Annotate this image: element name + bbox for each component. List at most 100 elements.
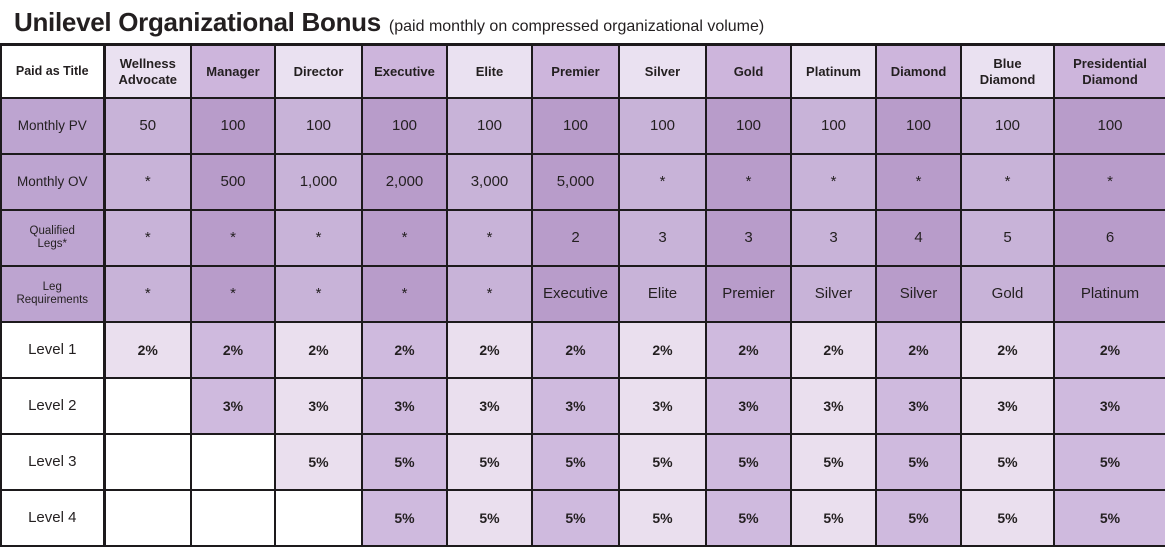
corner-cell-paid-as-title: Paid as Title: [0, 43, 105, 99]
empty-cell: [102, 377, 192, 435]
value-cell: Silver: [875, 265, 962, 323]
value-cell: 5%: [960, 489, 1055, 547]
value-cell: 100: [705, 97, 792, 155]
value-cell: *: [875, 153, 962, 211]
table-row: Monthly PV 50 100 100 100 100 100 100 100 100 100 1…: [0, 97, 1165, 155]
value-cell: *: [190, 265, 276, 323]
value-cell: 5%: [361, 489, 448, 547]
value-cell: 100: [446, 97, 533, 155]
table-row: Level 2 3% 3% 3% 3% 3% 3% 3% 3% 3% 3% 3%: [0, 377, 1165, 435]
value-cell: 100: [1053, 97, 1165, 155]
value-cell: *: [618, 153, 707, 211]
page-title: Unilevel Organizational Bonus (paid mont…: [0, 0, 1165, 43]
empty-cell: [190, 489, 276, 547]
row-label-level-2: Level 2: [0, 377, 105, 435]
value-cell: Premier: [705, 265, 792, 323]
value-cell: 3%: [446, 377, 533, 435]
value-cell: 5%: [875, 433, 962, 491]
value-cell: 3%: [875, 377, 962, 435]
value-cell: Elite: [618, 265, 707, 323]
value-cell: *: [274, 209, 363, 267]
row-label-monthly-pv: Monthly PV: [0, 97, 105, 155]
column-header-executive: Executive: [361, 43, 448, 99]
value-cell: 5%: [446, 489, 533, 547]
value-cell: *: [102, 153, 192, 211]
empty-cell: [102, 489, 192, 547]
value-cell: 5%: [875, 489, 962, 547]
column-header-manager: Manager: [190, 43, 276, 99]
value-cell: 3: [618, 209, 707, 267]
value-cell: *: [102, 265, 192, 323]
row-label-level-4: Level 4: [0, 489, 105, 547]
value-cell: 2,000: [361, 153, 448, 211]
value-cell: 2: [531, 209, 620, 267]
value-cell: 5: [960, 209, 1055, 267]
value-cell: 100: [274, 97, 363, 155]
column-header-wellness-advocate: Wellness Advocate: [102, 43, 192, 99]
empty-cell: [102, 433, 192, 491]
value-cell: *: [361, 265, 448, 323]
value-cell: 1,000: [274, 153, 363, 211]
title-text: Unilevel Organizational Bonus: [14, 7, 381, 37]
value-cell: 2%: [446, 321, 533, 379]
value-cell: 50: [102, 97, 192, 155]
value-cell: 3%: [790, 377, 877, 435]
value-cell: 5%: [1053, 489, 1165, 547]
table-row: Monthly OV * 500 1,000 2,000 3,000 5,000 * * * * * *: [0, 153, 1165, 211]
value-cell: 5%: [790, 489, 877, 547]
value-cell: 2%: [531, 321, 620, 379]
value-cell: 3,000: [446, 153, 533, 211]
value-cell: 2%: [102, 321, 192, 379]
value-cell: 100: [960, 97, 1055, 155]
column-header-gold: Gold: [705, 43, 792, 99]
value-cell: 5%: [960, 433, 1055, 491]
column-header-premier: Premier: [531, 43, 620, 99]
value-cell: 3%: [1053, 377, 1165, 435]
value-cell: 100: [618, 97, 707, 155]
value-cell: *: [274, 265, 363, 323]
table-row: Leg Requirements * * * * * Executive Elite Premi…: [0, 265, 1165, 323]
value-cell: 5%: [705, 489, 792, 547]
value-cell: 2%: [705, 321, 792, 379]
value-cell: 100: [361, 97, 448, 155]
table-row: Qualified Legs* * * * * * 2 3 3 3 4 5 6: [0, 209, 1165, 267]
value-cell: *: [446, 265, 533, 323]
value-cell: *: [190, 209, 276, 267]
column-header-blue-diamond: Blue Diamond: [960, 43, 1055, 99]
value-cell: 500: [190, 153, 276, 211]
value-cell: 5%: [705, 433, 792, 491]
row-label-level-1: Level 1: [0, 321, 105, 379]
row-label-leg-requirements: Leg Requirements: [0, 265, 105, 323]
table-row: Level 4 5% 5% 5% 5% 5% 5% 5% 5% 5%: [0, 489, 1165, 547]
value-cell: 5%: [361, 433, 448, 491]
value-cell: 4: [875, 209, 962, 267]
value-cell: 3%: [274, 377, 363, 435]
value-cell: 3%: [531, 377, 620, 435]
value-cell: 3%: [618, 377, 707, 435]
row-label-qualified-legs: Qualified Legs*: [0, 209, 105, 267]
value-cell: 3%: [705, 377, 792, 435]
value-cell: 5,000: [531, 153, 620, 211]
value-cell: Platinum: [1053, 265, 1165, 323]
column-header-director: Director: [274, 43, 363, 99]
value-cell: Executive: [531, 265, 620, 323]
value-cell: 2%: [960, 321, 1055, 379]
value-cell: *: [960, 153, 1055, 211]
value-cell: 5%: [531, 433, 620, 491]
value-cell: *: [361, 209, 448, 267]
value-cell: 2%: [790, 321, 877, 379]
table-row: Level 1 2% 2% 2% 2% 2% 2% 2% 2% 2% 2% 2% 2%: [0, 321, 1165, 379]
empty-cell: [274, 489, 363, 547]
value-cell: 2%: [875, 321, 962, 379]
value-cell: 2%: [1053, 321, 1165, 379]
value-cell: 3%: [190, 377, 276, 435]
value-cell: 2%: [361, 321, 448, 379]
title-subtitle: (paid monthly on compressed organization…: [388, 18, 765, 35]
table-row: Level 3 5% 5% 5% 5% 5% 5% 5% 5% 5% 5%: [0, 433, 1165, 491]
column-header-platinum: Platinum: [790, 43, 877, 99]
value-cell: *: [790, 153, 877, 211]
value-cell: 5%: [618, 433, 707, 491]
row-label-level-3: Level 3: [0, 433, 105, 491]
value-cell: 5%: [274, 433, 363, 491]
value-cell: 100: [190, 97, 276, 155]
